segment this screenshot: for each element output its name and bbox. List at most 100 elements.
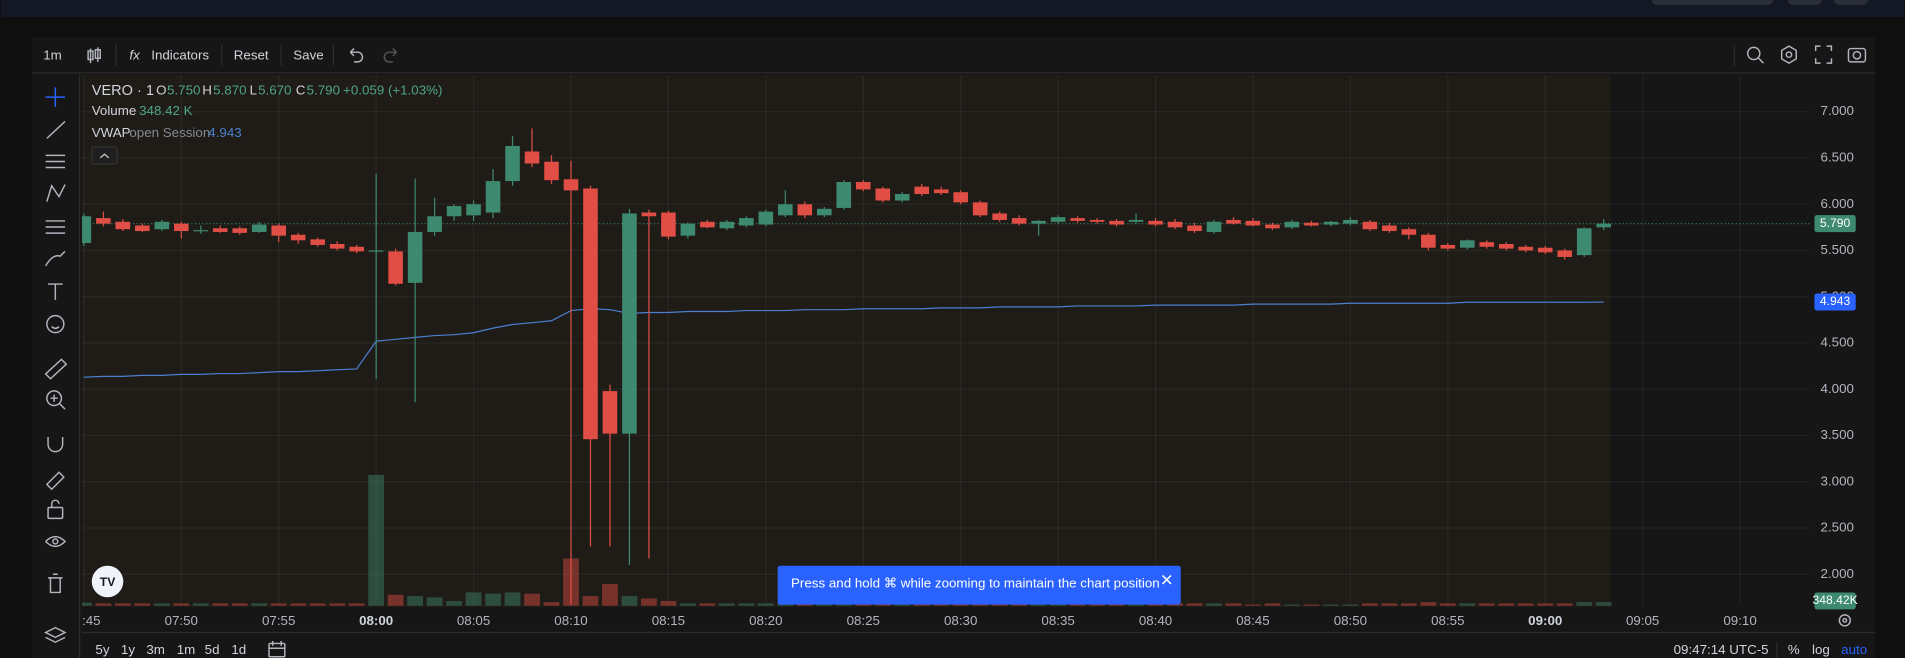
range-button[interactable]: 1m — [177, 642, 196, 657]
candle-body — [758, 211, 774, 225]
zoom-tool[interactable] — [46, 390, 66, 410]
lock-draw-tool[interactable] — [45, 471, 65, 491]
range-button[interactable]: 5d — [205, 642, 220, 657]
header-button[interactable] — [1787, 0, 1822, 5]
volume-bar — [270, 603, 287, 606]
candle-body — [719, 221, 735, 229]
candle-body — [894, 194, 910, 201]
volume-bar — [1439, 603, 1456, 606]
volume-bar — [368, 474, 385, 606]
reset-button[interactable]: Reset — [234, 47, 269, 62]
search-button[interactable] — [1746, 46, 1764, 64]
volume-bar — [855, 603, 872, 606]
volume-bar — [582, 596, 599, 606]
vwap-legend-params: open Session — [129, 125, 210, 140]
forecast-tool[interactable] — [45, 220, 66, 234]
x-tick-label: 08:55 — [1431, 613, 1464, 628]
volume-bar — [329, 603, 346, 606]
pattern-tool[interactable] — [46, 184, 66, 202]
volume-bar — [485, 593, 501, 606]
candle-body — [602, 391, 618, 434]
range-button[interactable]: 3m — [146, 642, 165, 657]
candle-body — [466, 204, 481, 216]
candle-body — [271, 225, 287, 236]
candle-body — [1167, 221, 1183, 228]
object-tree-button[interactable] — [43, 626, 67, 644]
volume-bar — [1245, 604, 1261, 606]
settings-button[interactable] — [1780, 45, 1797, 64]
candle-body — [1245, 220, 1261, 226]
volume-bar — [231, 603, 248, 606]
volume-bar — [543, 602, 560, 606]
undo-button[interactable] — [349, 48, 364, 63]
volume-bar — [504, 592, 521, 606]
candle-body — [1109, 220, 1124, 225]
volume-bar — [426, 597, 443, 606]
range-button[interactable]: 1y — [121, 642, 135, 657]
volume-bar — [1011, 603, 1028, 606]
trendline-tool[interactable] — [46, 120, 66, 139]
text-tool[interactable] — [48, 283, 63, 300]
x-tick-label: 08:10 — [554, 613, 587, 628]
candle-body — [115, 221, 131, 230]
x-tick-label: 07:45 — [67, 613, 100, 628]
fullscreen-button[interactable] — [1814, 45, 1833, 64]
fx-icon[interactable]: fx — [129, 47, 141, 62]
chart-type-button[interactable] — [87, 47, 101, 64]
candle-body — [368, 250, 384, 252]
candle-body — [914, 186, 930, 195]
indicators-button[interactable]: Indicators — [151, 47, 209, 62]
y-tick-label: 4.500 — [1821, 335, 1854, 350]
auto-toggle[interactable]: auto — [1841, 642, 1867, 657]
volume-bar — [407, 596, 424, 606]
axis-settings-button[interactable] — [1838, 614, 1851, 627]
range-button[interactable]: 1d — [231, 642, 246, 657]
redo-button[interactable] — [383, 48, 397, 63]
x-axis: 07:45 07:50 07:55 08:00 08:05 08:10 08:15 08:20… — [67, 613, 1757, 628]
volume-bar — [95, 603, 112, 606]
range-bar: 5y 1y 3m 1m 5d 1d — [95, 642, 246, 657]
log-toggle[interactable]: log — [1812, 642, 1830, 657]
volume-bar — [641, 598, 657, 606]
lock-tool[interactable] — [47, 499, 64, 520]
interval-button[interactable]: 1m — [43, 47, 62, 62]
date-range-button[interactable] — [268, 641, 286, 658]
magnet-tool[interactable] — [47, 437, 64, 453]
candle-body — [1284, 221, 1300, 228]
candle-body — [817, 208, 832, 216]
fib-tool[interactable] — [45, 154, 66, 169]
save-button[interactable]: Save — [293, 47, 323, 62]
toast-close[interactable] — [1161, 574, 1172, 585]
logo-mark: TV — [100, 575, 116, 589]
volume-bar — [134, 603, 151, 606]
volume-bar — [1323, 604, 1339, 606]
volume-bar — [874, 603, 891, 606]
ohlc-value: 5.750 — [167, 83, 200, 98]
volume-bar — [1284, 604, 1300, 606]
toast-text: Press and hold ⌘ while zooming to mainta… — [791, 575, 1160, 590]
screenshot-button[interactable] — [1847, 47, 1867, 63]
crosshair-tool[interactable] — [45, 87, 66, 107]
legend-collapse-button[interactable] — [91, 146, 118, 165]
volume-bar — [1342, 604, 1359, 606]
volume-bar — [1069, 604, 1086, 606]
header-button[interactable] — [1833, 0, 1868, 5]
x-tick-label: 09:00 — [1528, 613, 1562, 628]
ohlc-value: 5.790 — [307, 83, 340, 98]
range-button[interactable]: 5y — [95, 642, 109, 657]
volume-bar — [777, 603, 794, 606]
x-tick-label: 08:40 — [1139, 613, 1172, 628]
brush-tool[interactable] — [45, 250, 66, 267]
percent-toggle[interactable]: % — [1788, 642, 1800, 657]
visibility-tool[interactable] — [45, 535, 67, 548]
delete-tool[interactable] — [48, 573, 63, 594]
ohlc-value: 5.870 — [213, 83, 246, 98]
volume-bar — [621, 596, 638, 606]
volume-bar — [1225, 603, 1242, 606]
candle-body — [290, 234, 306, 241]
ruler-tool[interactable] — [44, 358, 68, 380]
header-button[interactable] — [1651, 0, 1774, 5]
ohlc-key: C — [296, 83, 306, 98]
icon-tool[interactable] — [46, 314, 65, 334]
